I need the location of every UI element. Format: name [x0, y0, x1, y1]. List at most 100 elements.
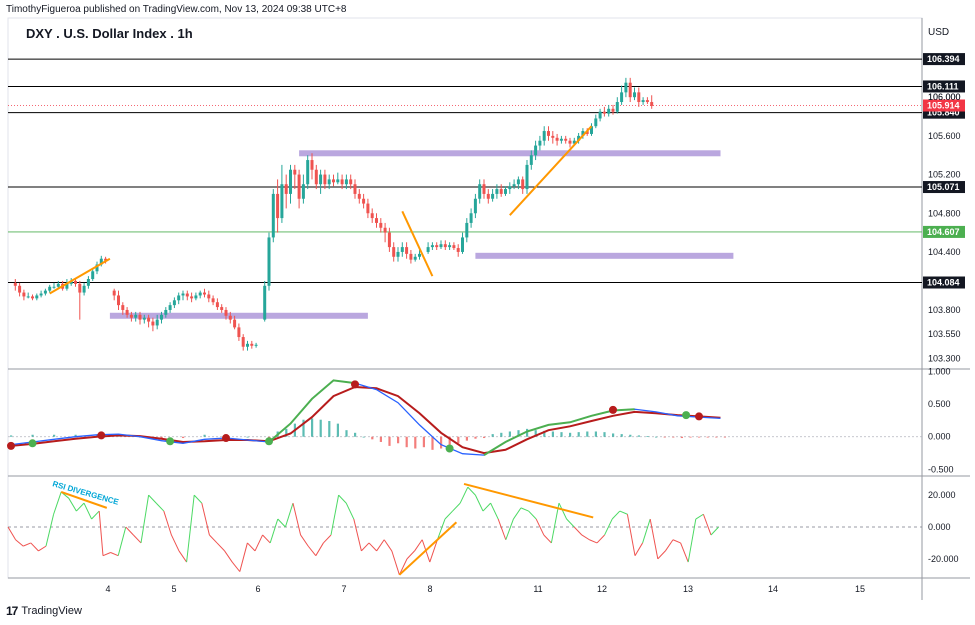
macd-histogram-bar [620, 434, 623, 437]
candle-body [478, 184, 482, 199]
candle-body [203, 292, 206, 295]
candle-body [215, 302, 219, 308]
candle-body [590, 126, 593, 134]
rsi-segment [338, 494, 347, 504]
level-price-label: 106.394 [927, 54, 960, 64]
rsi-segment [376, 539, 385, 552]
candle-body [246, 343, 249, 347]
macd-histogram-bar [663, 436, 666, 438]
candle-body [628, 82, 632, 98]
macd-histogram-bar [422, 436, 425, 448]
rsi-segment [657, 550, 666, 560]
macd-histogram-bar [534, 430, 537, 437]
rsi-trendline[interactable] [398, 521, 458, 576]
macd-histogram-bar [637, 435, 640, 437]
rsi-segment [406, 550, 415, 560]
price-trendline[interactable] [401, 210, 434, 277]
price-trendline[interactable] [509, 125, 593, 216]
rsi-segment [155, 502, 165, 512]
candle-body [78, 283, 82, 293]
candle-body [598, 111, 602, 119]
support-resistance-zone[interactable] [299, 150, 721, 157]
tradingview-branding[interactable]: 17 TradingView [6, 604, 82, 618]
candle-body [620, 92, 624, 103]
candle-body [276, 193, 280, 219]
candle-body [521, 179, 525, 190]
macd-rising-segment [268, 379, 356, 443]
rsi-segment [596, 534, 605, 544]
macd-histogram-bar [74, 434, 77, 437]
rsi-segment [520, 507, 529, 512]
candle-body [516, 179, 520, 185]
macd-histogram-bar [336, 423, 339, 437]
publisher-caption: TimothyFigueroa published on TradingView… [6, 4, 347, 15]
rsi-segment [315, 542, 324, 556]
rsi-segment [611, 510, 621, 520]
rsi-segment [687, 518, 697, 563]
candle-body [504, 189, 507, 194]
rsi-segment [634, 542, 644, 556]
macd-histogram-bar [388, 436, 391, 446]
rsi-trendline[interactable] [463, 483, 594, 519]
candle-body [439, 244, 443, 248]
support-resistance-zone[interactable] [109, 312, 368, 319]
candle-body [443, 244, 447, 248]
candle-body [400, 247, 404, 252]
rsi-segment [604, 518, 613, 536]
candle-body [508, 186, 512, 190]
rsi-segment [543, 534, 552, 544]
current-price-label: 105.914 [927, 101, 960, 111]
level-price-tag [923, 276, 965, 289]
rsi-axis-label: 20.000 [928, 490, 956, 500]
candle-body [430, 245, 434, 248]
candle-body [134, 314, 138, 318]
rsi-segment [247, 542, 256, 552]
currency-label[interactable]: USD [928, 27, 950, 38]
rsi-segment [444, 510, 453, 520]
x-tick-label: 13 [683, 584, 693, 594]
macd-histogram-bar [483, 436, 486, 439]
candle-body [82, 285, 86, 293]
candle-body [366, 203, 370, 214]
macd-histogram-bar [680, 436, 683, 439]
candle-body [224, 309, 228, 316]
price-axis-label: 104.400 [928, 247, 961, 257]
macd-histogram-bar [672, 436, 675, 438]
candle-body [383, 227, 387, 233]
candle-body [314, 169, 318, 185]
level-price-tag [923, 53, 965, 66]
candle-body [473, 198, 477, 214]
rsi-segment [38, 545, 47, 552]
rsi-segment [383, 539, 393, 552]
rsi-segment [490, 502, 499, 520]
candle-body [267, 237, 271, 286]
macd-cross-marker [682, 411, 691, 420]
price-trendline[interactable] [49, 257, 111, 295]
x-tick-label: 8 [427, 584, 432, 594]
macd-histogram-bar [371, 436, 374, 440]
support-resistance-zone[interactable] [475, 252, 734, 259]
candle-body [65, 283, 69, 289]
rsi-segment [391, 550, 400, 575]
level-price-label: 104.084 [927, 278, 960, 288]
x-tick-label: 6 [255, 584, 260, 594]
candle-body [207, 294, 211, 299]
candle-body [637, 92, 641, 103]
candle-body [22, 292, 26, 297]
rsi-trendline[interactable] [60, 490, 108, 509]
candle-body [185, 293, 189, 297]
x-tick-label: 14 [768, 584, 778, 594]
rsi-segment [361, 542, 370, 552]
rsi-segment [649, 518, 659, 559]
candle-body [142, 317, 146, 320]
candle-body [611, 108, 615, 112]
candle-body [198, 292, 202, 296]
candle-body [233, 319, 237, 328]
candle-body [155, 319, 159, 326]
candle-body [293, 169, 297, 175]
candle-body [362, 198, 366, 204]
candle-body [641, 100, 645, 103]
macd-cross-marker [351, 380, 359, 389]
rsi-segment [528, 510, 537, 520]
